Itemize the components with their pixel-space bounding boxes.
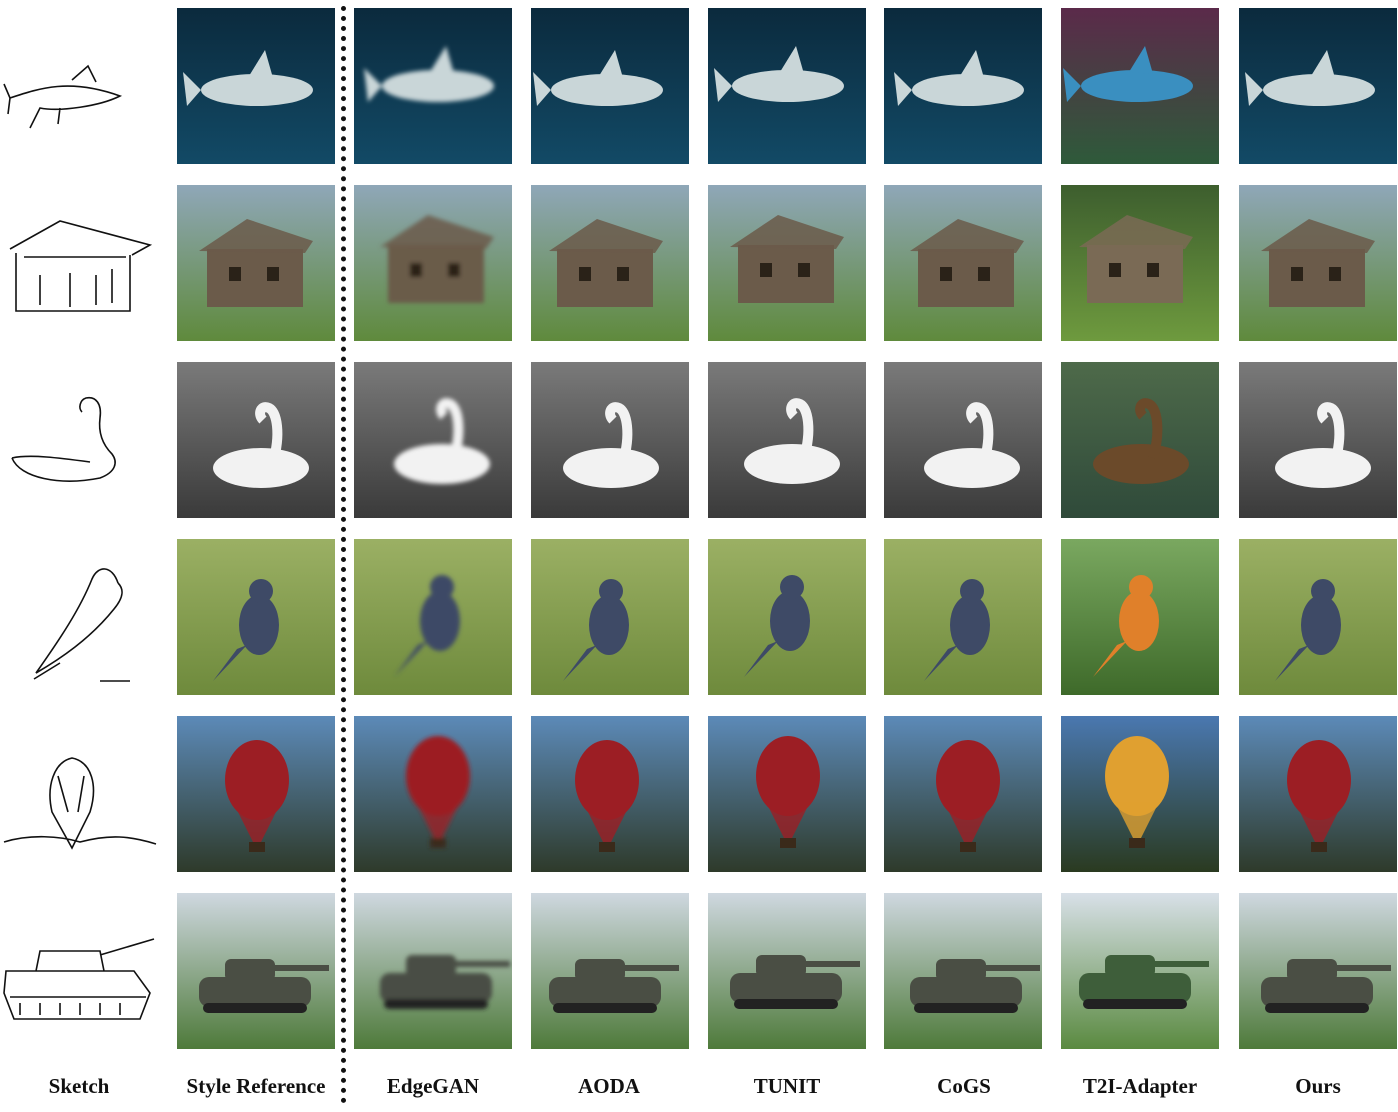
cell-cabin-tunit	[708, 185, 866, 341]
cell-swan-ours	[1239, 362, 1397, 518]
cell-balloon-edgegan	[354, 716, 512, 872]
cell-balloon-aoda	[531, 716, 689, 872]
cell-swan-aoda	[531, 362, 689, 518]
cell-tank-tunit	[708, 893, 866, 1049]
cell-shark-edgegan	[354, 8, 512, 164]
cell-swan-t2i	[1061, 362, 1219, 518]
cell-bird-sketch	[0, 539, 158, 695]
cell-swan-style	[177, 362, 335, 518]
cell-bird-ours	[1239, 539, 1397, 695]
cell-tank-t2i	[1061, 893, 1219, 1049]
cell-tank-sketch	[0, 893, 158, 1049]
cell-balloon-style	[177, 716, 335, 872]
cell-bird-aoda	[531, 539, 689, 695]
cell-shark-cogs	[884, 8, 1042, 164]
column-label-aoda: AODA	[578, 1074, 640, 1098]
cell-shark-tunit	[708, 8, 866, 164]
dotted-divider	[341, 6, 346, 1104]
cell-bird-edgegan	[354, 539, 512, 695]
cell-tank-edgegan	[354, 893, 512, 1049]
cell-tank-cogs	[884, 893, 1042, 1049]
cell-shark-aoda	[531, 8, 689, 164]
column-label-cogs: CoGS	[937, 1074, 991, 1098]
cell-shark-style	[177, 8, 335, 164]
cell-tank-ours	[1239, 893, 1397, 1049]
cell-balloon-ours	[1239, 716, 1397, 872]
cell-cabin-aoda	[531, 185, 689, 341]
cell-tank-aoda	[531, 893, 689, 1049]
cell-bird-cogs	[884, 539, 1042, 695]
column-label-t2i-adapter: T2I-Adapter	[1082, 1074, 1198, 1098]
cell-cabin-ours	[1239, 185, 1397, 341]
cell-shark-ours	[1239, 8, 1397, 164]
column-label-style-reference: Style Reference	[186, 1074, 326, 1098]
cell-cabin-edgegan	[354, 185, 512, 341]
cell-shark-sketch	[0, 8, 158, 164]
cell-cabin-t2i	[1061, 185, 1219, 341]
cell-bird-t2i	[1061, 539, 1219, 695]
cell-cabin-sketch	[0, 185, 158, 341]
cell-balloon-tunit	[708, 716, 866, 872]
cell-balloon-t2i	[1061, 716, 1219, 872]
cell-shark-t2i	[1061, 8, 1219, 164]
column-label-tunit: TUNIT	[753, 1074, 821, 1098]
cell-swan-sketch	[0, 362, 158, 518]
cell-tank-style	[177, 893, 335, 1049]
cell-swan-tunit	[708, 362, 866, 518]
cell-balloon-sketch	[0, 716, 158, 872]
cell-cabin-style	[177, 185, 335, 341]
column-label-ours: Ours	[1295, 1074, 1341, 1098]
cell-balloon-cogs	[884, 716, 1042, 872]
cell-swan-edgegan	[354, 362, 512, 518]
cell-bird-tunit	[708, 539, 866, 695]
cell-swan-cogs	[884, 362, 1042, 518]
cell-cabin-cogs	[884, 185, 1042, 341]
cell-bird-style	[177, 539, 335, 695]
column-label-sketch: Sketch	[48, 1074, 110, 1098]
column-label-edgegan: EdgeGAN	[386, 1074, 480, 1098]
